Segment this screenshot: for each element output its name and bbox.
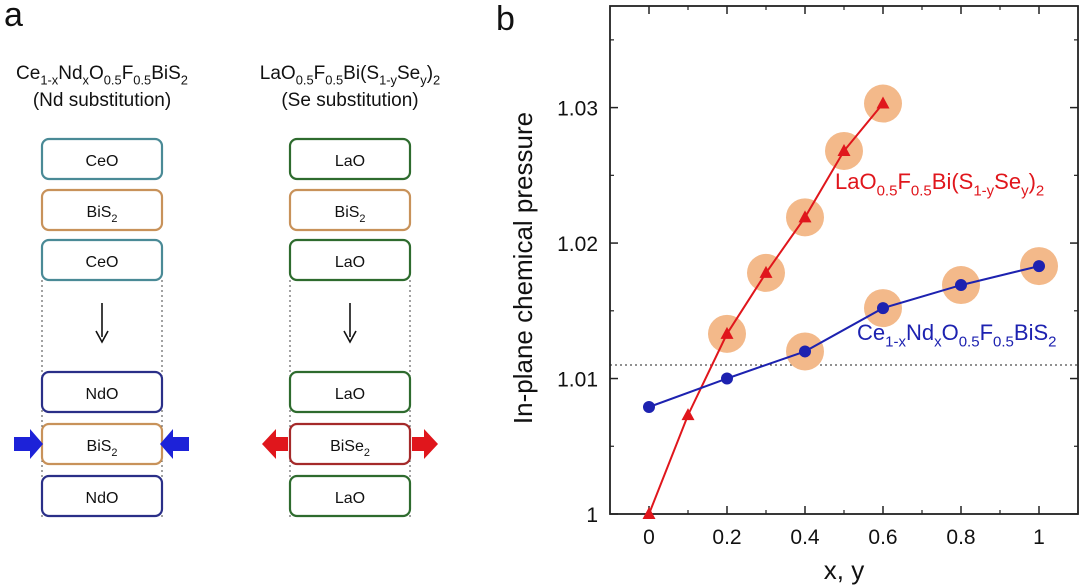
bis2-layer-bottom-label: BiS2 xyxy=(87,438,118,459)
bise2-layer-label: BiSe2 xyxy=(330,438,370,459)
down-arrow xyxy=(343,303,357,344)
triangle-point xyxy=(681,408,695,421)
expand-arrow-right-icon xyxy=(412,429,438,459)
ndo-layer-1 xyxy=(40,370,164,414)
y-tick-label: 1.01 xyxy=(557,369,598,392)
ndo-layer-2-label: NdO xyxy=(86,490,119,507)
down-arrow xyxy=(95,303,109,344)
x-tick-label: 1 xyxy=(1033,526,1045,549)
lao-layer-2 xyxy=(288,238,412,282)
nd-substitution-column: Ce1-xNdxO0.5F0.5BiS2 (Nd substitution) C… xyxy=(14,63,189,518)
circle-point xyxy=(955,279,967,292)
x-tick-label: 0.6 xyxy=(868,526,897,549)
circle-point xyxy=(721,372,733,385)
series-line-1 xyxy=(648,265,1040,408)
panel-b: b In-plane chemical pressure x, y 0 0.2 0.… xyxy=(496,0,1079,585)
ceo-layer-1 xyxy=(40,137,164,181)
nd-formula: Ce1-xNdxO0.5F0.5BiS2 xyxy=(16,63,188,88)
bis2-layer-se-top xyxy=(288,188,412,232)
ceo-layer-2 xyxy=(40,238,164,282)
triangle-point xyxy=(720,326,734,339)
circle-point xyxy=(877,302,889,315)
panel-a: a Ce1-xNdxO0.5F0.5BiS2 (Nd substitution)… xyxy=(4,0,440,518)
triangle-point xyxy=(837,143,851,156)
lao-layer-4 xyxy=(288,474,412,518)
circle-point xyxy=(643,400,655,413)
x-tick-label: 0.4 xyxy=(790,526,820,549)
bise2-layer xyxy=(288,422,412,466)
expand-arrow-left-icon xyxy=(262,429,288,459)
ndo-layer-2 xyxy=(40,474,164,518)
compress-arrow-left-icon xyxy=(14,429,43,459)
series-label-1: Ce1-xNdxO0.5F0.5BiS2 xyxy=(857,320,1056,351)
ceo-layer-1-label: CeO xyxy=(86,153,119,170)
circle-point xyxy=(1033,260,1045,273)
x-tick-label: 0.2 xyxy=(712,526,741,549)
y-axis-title: In-plane chemical pressure xyxy=(508,112,538,424)
lao-layer-3-label: LaO xyxy=(335,386,365,403)
ndo-layer-1-label: NdO xyxy=(86,386,119,403)
y-tick-label: 1.03 xyxy=(557,98,598,121)
plot-frame xyxy=(609,5,1079,515)
bis2-layer-top xyxy=(40,188,164,232)
y-tick-label: 1.02 xyxy=(557,233,598,256)
bis2-layer-se-top-label: BiS2 xyxy=(335,204,366,225)
nd-subtitle: (Nd substitution) xyxy=(33,90,171,111)
bis2-layer-top-label: BiS2 xyxy=(87,204,118,225)
panel-a-label: a xyxy=(4,0,23,34)
triangle-point xyxy=(642,507,656,519)
triangle-point xyxy=(759,265,773,278)
chart-marks: 0 0.2 0.4 0.6 0.8 1 1 1.01 1.02 1.03 LaO0.5F0.5Bi(… xyxy=(557,6,1079,549)
ceo-layer-2-label: CeO xyxy=(86,254,119,271)
x-tick-label: 0 xyxy=(643,526,655,549)
lao-layer-3 xyxy=(288,370,412,414)
lao-layer-2-label: LaO xyxy=(335,254,365,271)
y-tick-label: 1 xyxy=(586,504,598,527)
series-label-0: LaO0.5F0.5Bi(S1-ySey)2 xyxy=(835,169,1044,200)
triangle-point xyxy=(876,96,890,109)
lao-layer-1 xyxy=(288,137,412,181)
x-axis-title: x, y xyxy=(824,555,864,585)
lao-layer-1-label: LaO xyxy=(335,153,365,170)
se-subtitle: (Se substitution) xyxy=(281,90,418,111)
circle-point xyxy=(799,345,811,358)
lao-layer-4-label: LaO xyxy=(335,490,365,507)
se-substitution-column: LaO0.5F0.5Bi(S1-ySey)2 (Se substitution)… xyxy=(260,63,440,518)
panel-b-label: b xyxy=(496,0,515,38)
se-formula: LaO0.5F0.5Bi(S1-ySey)2 xyxy=(260,63,440,88)
x-tick-label: 0.8 xyxy=(946,526,975,549)
triangle-point xyxy=(798,210,812,223)
compress-arrow-right-icon xyxy=(160,429,189,459)
